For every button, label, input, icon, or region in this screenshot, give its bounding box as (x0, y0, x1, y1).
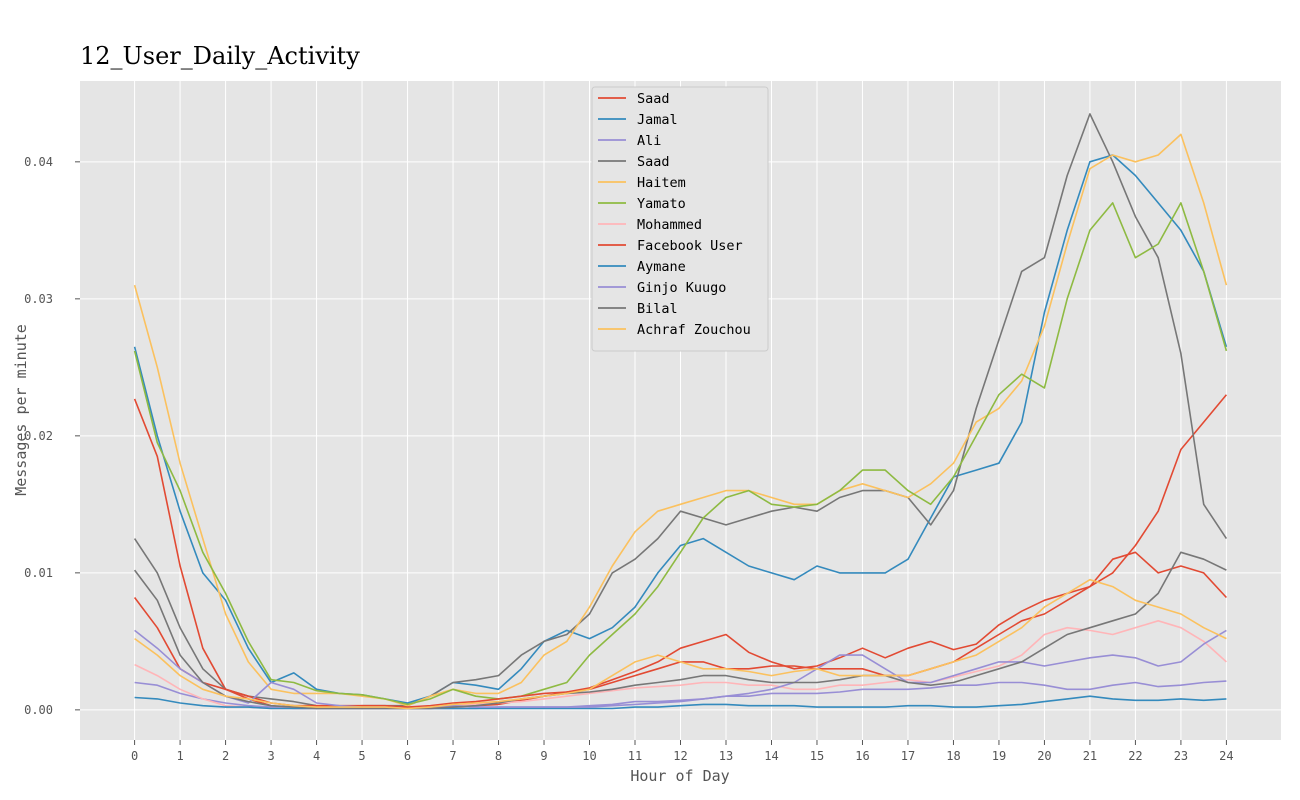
legend-label: Haitem (637, 175, 686, 191)
x-tick-label: 4 (313, 749, 320, 763)
legend-label: Saad (637, 91, 670, 107)
x-tick-label: 18 (946, 749, 960, 763)
x-tick-label: 24 (1219, 749, 1233, 763)
x-tick-label: 6 (404, 749, 411, 763)
x-tick-label: 9 (540, 749, 547, 763)
x-tick-label: 1 (176, 749, 183, 763)
chart-title: 12_User_Daily_Activity (80, 42, 360, 70)
x-tick-label: 3 (267, 749, 274, 763)
series-line-1 (133, 154, 1228, 704)
x-tick-label: 21 (1083, 749, 1097, 763)
y-tick-label: 0.01 (24, 566, 53, 580)
legend-label: Jamal (637, 112, 678, 128)
legend-label: Bilal (637, 301, 678, 317)
x-tick-label: 22 (1128, 749, 1142, 763)
x-tick-label: 19 (992, 749, 1006, 763)
x-tick-label: 0 (131, 749, 138, 763)
x-tick-label: 23 (1174, 749, 1188, 763)
x-tick-label: 17 (901, 749, 915, 763)
x-tick-label: 10 (582, 749, 596, 763)
x-tick-label: 16 (855, 749, 869, 763)
legend-label: Aymane (637, 259, 686, 275)
legend-label: Achraf Zouchou (637, 322, 751, 338)
x-tick-label: 20 (1037, 749, 1051, 763)
x-tick-label: 15 (810, 749, 824, 763)
legend-label: Saad (637, 154, 670, 170)
y-axis-label: Messages per minute (12, 324, 30, 496)
y-tick-label: 0.03 (24, 292, 53, 306)
legend-label: Yamato (637, 196, 686, 212)
x-tick-label: 11 (628, 749, 642, 763)
legend-label: Mohammed (637, 217, 702, 233)
legend-box (591, 86, 769, 352)
x-tick-label: 2 (222, 749, 229, 763)
x-tick-label: 13 (719, 749, 733, 763)
legend-label: Ali (637, 133, 661, 149)
y-tick-label: 0.02 (24, 429, 53, 443)
x-tick-label: 5 (358, 749, 365, 763)
x-tick-label: 8 (495, 749, 502, 763)
series-line-10 (133, 551, 1227, 710)
legend: Saad Jamal Ali Saad Haitem Yamato Mohammed Face… (591, 86, 769, 352)
axis-ticks: 0 1 2 3 4 5 6 7 8 9 10 11 12 13 14 15 16 17 18 19 20 21 22 23 24… (24, 155, 1234, 763)
x-tick-label: 14 (764, 749, 778, 763)
legend-label: Facebook User (637, 238, 743, 254)
x-tick-label: 12 (673, 749, 687, 763)
series-lines (133, 113, 1228, 710)
legend-label: Ginjo Kuugo (637, 280, 726, 296)
series-line-9 (134, 629, 1227, 710)
series-line-5 (133, 202, 1228, 706)
x-axis-label: Hour of Day (630, 767, 729, 785)
y-tick-label: 0.00 (24, 703, 53, 717)
series-line-11 (134, 578, 1227, 710)
y-tick-label: 0.04 (24, 155, 53, 169)
grid (80, 81, 1281, 740)
series-line-4 (133, 133, 1228, 707)
x-tick-label: 7 (449, 749, 456, 763)
